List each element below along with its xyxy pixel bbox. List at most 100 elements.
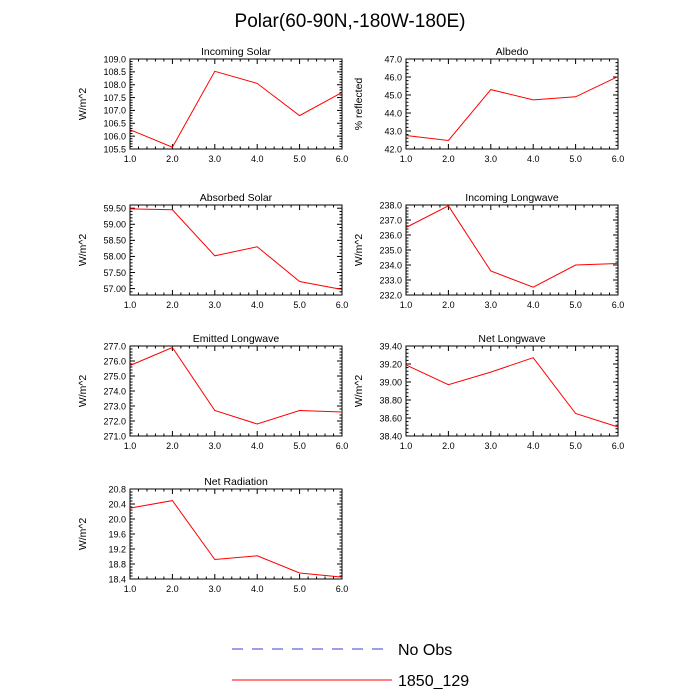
x-tick-label: 2.0 — [442, 441, 455, 451]
x-tick-label: 3.0 — [485, 441, 498, 451]
panels: Incoming Solar W/m^2 1.0 2.0 3.0 4.0 5.0 6.0 105… — [77, 46, 624, 594]
x-tick-label: 2.0 — [442, 154, 455, 164]
panel-incoming-solar: Incoming Solar W/m^2 1.0 2.0 3.0 4.0 5.0 6.0 105… — [77, 46, 348, 164]
y-axis-label: W/m^2 — [77, 88, 89, 121]
y-tick-label: 42.0 — [384, 144, 402, 154]
x-tick-label: 2.0 — [166, 300, 179, 310]
x-tick-label: 6.0 — [612, 154, 625, 164]
legend: No Obs 1850_129 — [232, 642, 469, 690]
plot-frame — [405, 58, 619, 150]
y-tick-label: 58.50 — [103, 236, 126, 246]
series-line-1850-129 — [405, 205, 619, 288]
x-tick-label: 2.0 — [166, 584, 179, 594]
panel-absorbed-solar: Absorbed Solar W/m^2 1.0 2.0 3.0 4.0 5.0 6.0 57.… — [77, 192, 348, 310]
y-tick-label: 59.50 — [103, 204, 126, 214]
panel-title: Net Longwave — [478, 333, 545, 345]
plot-frame — [129, 345, 343, 437]
x-tick-label: 1.0 — [400, 154, 413, 164]
x-tick-label: 3.0 — [209, 584, 222, 594]
x-tick-label: 1.0 — [124, 584, 137, 594]
series-line-1850-129 — [129, 208, 343, 290]
y-tick-label: 108.0 — [103, 80, 126, 90]
x-tick-label: 4.0 — [527, 300, 540, 310]
y-axis-label: W/m^2 — [353, 234, 365, 267]
figure-title: Polar(60-90N,-180W-180E) — [235, 11, 466, 32]
x-tick-label: 5.0 — [569, 300, 582, 310]
y-tick-label: 109.0 — [103, 54, 126, 64]
plot-frame — [405, 204, 619, 296]
x-tick-label: 4.0 — [251, 441, 264, 451]
y-tick-label: 272.0 — [103, 416, 126, 426]
panel-net-radiation: Net Radiation W/m^2 1.0 2.0 3.0 4.0 5.0 6.0 18.4… — [77, 476, 348, 594]
x-tick-label: 3.0 — [209, 154, 222, 164]
x-tick-label: 5.0 — [293, 154, 306, 164]
y-tick-label: 232.0 — [379, 290, 402, 300]
x-tick-label: 6.0 — [336, 584, 349, 594]
y-tick-label: 106.5 — [103, 119, 126, 129]
panel-incoming-longwave: Incoming Longwave W/m^2 1.0 2.0 3.0 4.0 5.0 6.0… — [353, 192, 624, 310]
series-line-1850-129 — [129, 500, 343, 578]
x-tick-label: 6.0 — [336, 441, 349, 451]
series-line-1850-129 — [129, 70, 343, 148]
y-tick-label: 235.0 — [379, 245, 402, 255]
plot-frame — [129, 58, 343, 150]
x-tick-label: 1.0 — [400, 441, 413, 451]
y-tick-label: 46.0 — [384, 72, 402, 82]
x-tick-label: 4.0 — [251, 300, 264, 310]
y-tick-label: 18.4 — [108, 574, 126, 584]
y-tick-label: 44.0 — [384, 108, 402, 118]
y-tick-label: 57.50 — [103, 268, 126, 278]
x-tick-label: 5.0 — [293, 300, 306, 310]
plot-frame — [405, 345, 619, 437]
y-tick-label: 275.0 — [103, 371, 126, 381]
y-tick-label: 57.00 — [103, 284, 126, 294]
y-tick-label: 276.0 — [103, 356, 126, 366]
y-tick-label: 38.40 — [379, 431, 402, 441]
plot-frame — [129, 204, 343, 296]
x-tick-label: 5.0 — [569, 154, 582, 164]
x-tick-label: 1.0 — [124, 300, 137, 310]
y-tick-label: 236.0 — [379, 230, 402, 240]
panel-title: Incoming Solar — [201, 46, 272, 58]
y-tick-label: 234.0 — [379, 260, 402, 270]
x-tick-label: 3.0 — [209, 441, 222, 451]
panel-emitted-longwave: Emitted Longwave W/m^2 1.0 2.0 3.0 4.0 5.0 6.0 2… — [77, 333, 348, 451]
series-line-1850-129 — [405, 76, 619, 142]
panel-title: Net Radiation — [204, 476, 268, 488]
y-tick-label: 18.8 — [108, 559, 126, 569]
x-tick-label: 1.0 — [124, 441, 137, 451]
x-tick-label: 5.0 — [293, 441, 306, 451]
y-tick-label: 39.40 — [379, 341, 402, 351]
x-tick-label: 6.0 — [336, 154, 349, 164]
panel-title: Emitted Longwave — [193, 333, 280, 345]
x-tick-label: 4.0 — [527, 154, 540, 164]
y-tick-label: 233.0 — [379, 275, 402, 285]
y-tick-label: 58.00 — [103, 252, 126, 262]
x-tick-label: 1.0 — [124, 154, 137, 164]
y-tick-label: 20.8 — [108, 484, 126, 494]
y-tick-label: 20.0 — [108, 514, 126, 524]
x-tick-label: 2.0 — [166, 441, 179, 451]
y-tick-label: 39.00 — [379, 377, 402, 387]
y-tick-label: 108.5 — [103, 67, 126, 77]
x-tick-label: 3.0 — [485, 154, 498, 164]
series-line-1850-129 — [405, 357, 619, 428]
x-tick-label: 2.0 — [442, 300, 455, 310]
x-tick-label: 6.0 — [612, 300, 625, 310]
panel-albedo: Albedo % reflected 1.0 2.0 3.0 4.0 5.0 6.0 42.0 4… — [353, 46, 624, 164]
y-tick-label: 273.0 — [103, 401, 126, 411]
y-axis-label: W/m^2 — [77, 234, 89, 267]
x-tick-label: 5.0 — [569, 441, 582, 451]
y-tick-label: 238.0 — [379, 200, 402, 210]
panel-title: Incoming Longwave — [465, 192, 559, 204]
y-axis-label: W/m^2 — [353, 375, 365, 408]
y-tick-label: 38.80 — [379, 395, 402, 405]
y-tick-label: 277.0 — [103, 341, 126, 351]
y-tick-label: 45.0 — [384, 90, 402, 100]
y-tick-label: 20.4 — [108, 499, 126, 509]
x-tick-label: 1.0 — [400, 300, 413, 310]
y-tick-label: 38.60 — [379, 413, 402, 423]
x-tick-label: 4.0 — [527, 441, 540, 451]
x-tick-label: 5.0 — [293, 584, 306, 594]
x-tick-label: 4.0 — [251, 154, 264, 164]
